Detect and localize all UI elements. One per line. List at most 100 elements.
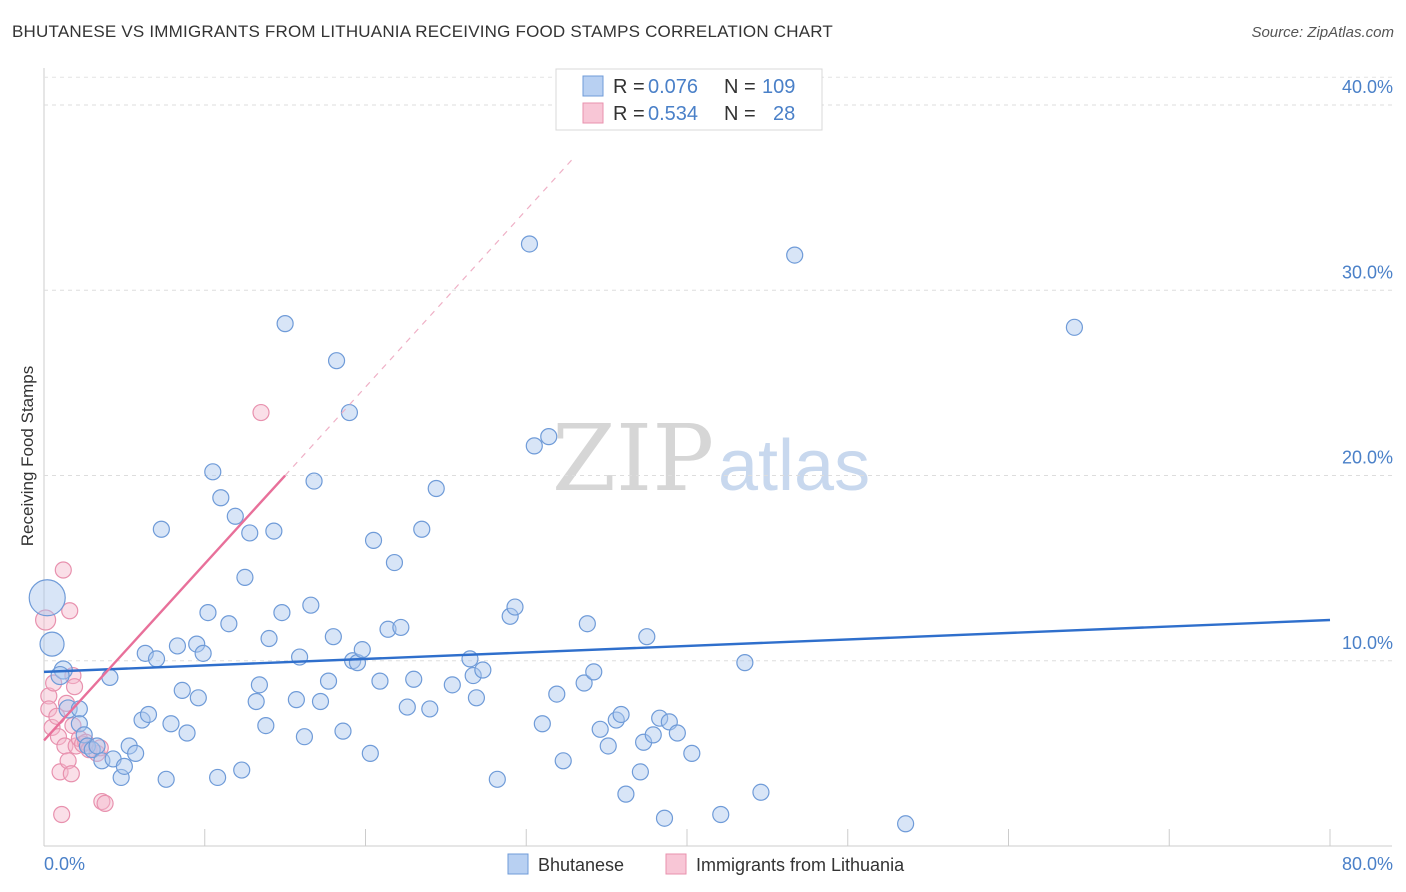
bhutanese-point [302, 596, 320, 614]
bhutanese-point [467, 689, 486, 707]
lithuania-point [62, 765, 80, 783]
bhutanese-point [340, 403, 359, 422]
bhutanese-point [533, 715, 551, 733]
y-tick-labels: 10.0% 20.0% 30.0% 40.0% [1342, 77, 1393, 653]
bhutanese-point [599, 737, 617, 755]
bhutanese-point [212, 489, 230, 507]
x-tick-label-max: 80.0% [1342, 854, 1393, 874]
bhutanese-point [115, 757, 133, 775]
bhutanese-point [591, 720, 609, 738]
bhutanese-point [364, 531, 383, 549]
bottom-legend-label-bhutanese: Bhutanese [538, 855, 624, 875]
bhutanese-point [127, 744, 145, 762]
legend-r-label-1: R = [613, 76, 645, 98]
y-axis-label: Receiving Food Stamps [18, 366, 37, 546]
bhutanese-point [712, 805, 730, 824]
bhutanese-point [385, 553, 404, 572]
chart-title: BHUTANESE VS IMMIGRANTS FROM LITHUANIA R… [12, 22, 833, 41]
bhutanese-point [405, 670, 423, 688]
bhutanese-point [683, 744, 701, 762]
bhutanese-point [612, 705, 630, 724]
series-bhutanese [28, 235, 1084, 833]
bhutanese-point [220, 615, 238, 633]
bhutanese-point [173, 681, 191, 700]
correlation-legend: R = 0.076 N = 109 R = 0.534 N = 28 [555, 68, 823, 131]
bhutanese-point [50, 665, 70, 686]
bhutanese-point [311, 692, 330, 711]
bhutanese-point [188, 635, 206, 653]
legend-r-value-2: 0.534 [648, 103, 698, 125]
y-tick-label: 40.0% [1342, 77, 1393, 97]
bhutanese-point [617, 785, 635, 803]
bottom-legend-swatch-bhutanese [507, 853, 529, 875]
bhutanese-point [257, 716, 275, 735]
bhutanese-point [897, 815, 915, 833]
bhutanese-point [236, 568, 254, 587]
bottom-legend-label-lithuania: Immigrants from Lithuania [696, 855, 905, 875]
bhutanese-point [265, 522, 283, 540]
x-axis-ticks [43, 829, 1331, 846]
legend-swatch-lithuania [582, 102, 604, 124]
bhutanese-point [101, 668, 119, 687]
bhutanese-point [1065, 318, 1084, 336]
bhutanese-point [361, 744, 379, 762]
bhutanese-point [189, 689, 207, 707]
bhutanese-point [334, 722, 352, 740]
y-tick-label: 20.0% [1342, 448, 1393, 468]
bhutanese-point [157, 770, 175, 788]
bhutanese-point [554, 752, 572, 770]
bhutanese-point [295, 728, 314, 746]
bhutanese-point [28, 579, 66, 617]
bhutanese-point [353, 641, 371, 659]
bhutanese-point [152, 520, 170, 538]
bhutanese-point [631, 763, 649, 781]
bhutanese-point [287, 691, 305, 709]
lithuania-point [45, 674, 63, 692]
bhutanese-point [488, 770, 506, 788]
lithuania-point [61, 602, 79, 620]
bhutanese-point [413, 520, 431, 538]
bhutanese-trendline [43, 618, 1331, 674]
bhutanese-point [638, 628, 656, 646]
bhutanese-point [464, 666, 482, 685]
x-tick-label-min: 0.0% [44, 854, 85, 874]
bhutanese-point [644, 726, 662, 744]
lithuania-point [252, 403, 270, 422]
bhutanese-point [260, 629, 278, 648]
bhutanese-point [474, 661, 492, 679]
bhutanese-point [585, 663, 603, 681]
bhutanese-point [736, 654, 754, 672]
bottom-legend-swatch-lithuania [665, 853, 687, 875]
bhutanese-point [147, 650, 166, 668]
bhutanese-point [427, 479, 445, 498]
bhutanese-point [506, 598, 524, 616]
bhutanese-point [250, 676, 269, 694]
bhutanese-point [273, 603, 291, 622]
bhutanese-point [199, 603, 217, 622]
bhutanese-point [39, 631, 65, 657]
lithuania-point [59, 752, 77, 770]
legend-r-label-2: R = [613, 103, 645, 125]
lithuania-point [49, 728, 68, 746]
lithuania-point [96, 794, 114, 812]
lithuania-point [53, 805, 71, 824]
source-credit: Source: ZipAtlas.com [1251, 24, 1394, 41]
series-legend: Bhutanese Immigrants from Lithuania [507, 853, 905, 875]
bhutanese-point [575, 674, 593, 692]
legend-n-label-2: N = [724, 103, 756, 125]
lithuania-trendline [43, 474, 287, 742]
bhutanese-point [276, 315, 294, 333]
legend-n-label-1: N = [724, 76, 756, 98]
bhutanese-point [327, 352, 346, 370]
bhutanese-point [520, 235, 539, 253]
bhutanese-point [398, 698, 416, 716]
legend-r-value-1: 0.076 [648, 76, 698, 98]
bhutanese-point [655, 809, 674, 827]
bhutanese-point [668, 724, 686, 742]
bhutanese-point [578, 615, 596, 633]
bhutanese-point [392, 618, 410, 637]
legend-swatch-bhutanese [582, 75, 604, 97]
trendlines [43, 156, 1331, 742]
bhutanese-point [88, 737, 106, 755]
